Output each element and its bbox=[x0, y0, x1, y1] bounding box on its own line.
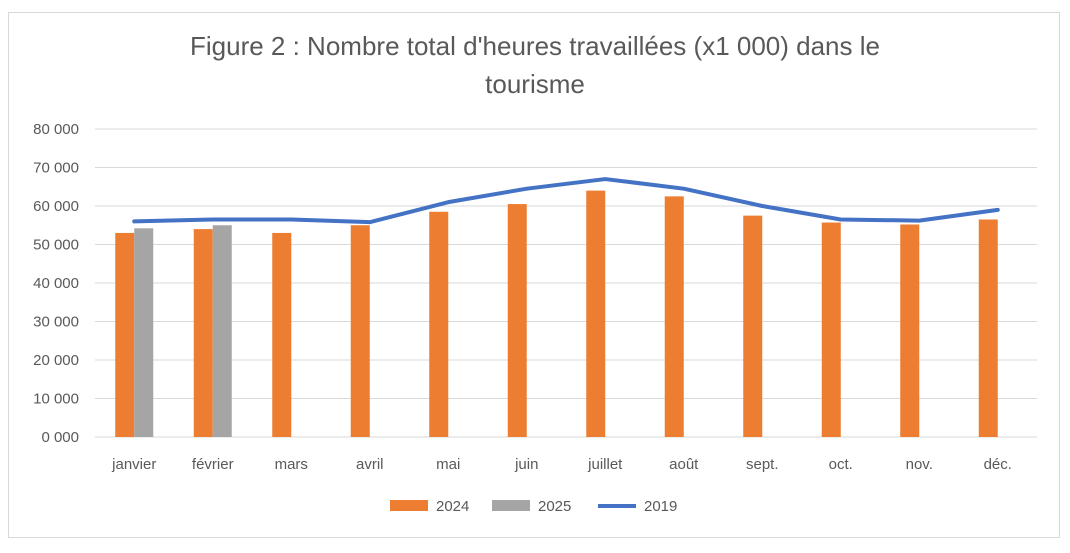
x-tick-label: mars bbox=[275, 456, 308, 473]
legend-label-2024: 2024 bbox=[436, 498, 469, 515]
x-axis-ticks: janvier février mars avril mai juin juillet aoû… bbox=[111, 456, 1012, 473]
bar-2024-février bbox=[193, 229, 213, 437]
x-tick-label: août bbox=[669, 456, 699, 473]
bar-2024-avril bbox=[350, 225, 370, 437]
x-tick-label: déc. bbox=[984, 456, 1012, 473]
y-tick-label: 20 000 bbox=[33, 352, 79, 369]
y-axis-ticks: 0 000 10 000 20 000 30 000 40 000 50 000 60 00… bbox=[33, 121, 79, 446]
x-tick-label: nov. bbox=[906, 456, 933, 473]
gridlines bbox=[95, 128, 1037, 438]
legend-label-2025: 2025 bbox=[538, 498, 571, 515]
y-tick-label: 50 000 bbox=[33, 237, 79, 254]
bar-2025-janvier bbox=[134, 228, 154, 437]
bar-2024-janvier bbox=[115, 232, 135, 437]
legend: 2024 2025 2019 bbox=[390, 498, 677, 515]
y-tick-label: 30 000 bbox=[33, 314, 79, 331]
chart-title-line-1: Figure 2 : Nombre total d'heures travail… bbox=[190, 31, 880, 61]
bar-2025-février bbox=[212, 225, 232, 437]
x-tick-label: avril bbox=[356, 456, 384, 473]
bar-2024-mars bbox=[272, 232, 292, 437]
x-tick-label: juin bbox=[514, 456, 538, 473]
x-tick-label: oct. bbox=[829, 456, 853, 473]
legend-label-2019: 2019 bbox=[644, 498, 677, 515]
x-tick-label: juillet bbox=[587, 456, 623, 473]
bar-2024-juillet bbox=[586, 190, 606, 437]
bar-2024-déc. bbox=[978, 219, 998, 437]
chart-frame bbox=[8, 12, 1060, 538]
bar-2024-mai bbox=[429, 211, 449, 437]
bar-2024-sept. bbox=[743, 215, 763, 437]
x-tick-label: mai bbox=[436, 456, 460, 473]
y-tick-label: 60 000 bbox=[33, 198, 79, 215]
x-tick-label: janvier bbox=[111, 456, 156, 473]
y-tick-label: 10 000 bbox=[33, 391, 79, 408]
line-series bbox=[132, 177, 1000, 225]
bar-2024-juin bbox=[507, 204, 527, 437]
x-tick-label: sept. bbox=[746, 456, 779, 473]
legend-swatch-2024 bbox=[390, 500, 428, 511]
bars bbox=[115, 190, 998, 437]
bar-2024-oct. bbox=[821, 222, 841, 437]
y-tick-label: 80 000 bbox=[33, 121, 79, 138]
chart-title-line-2: tourisme bbox=[485, 69, 585, 99]
bar-2024-août bbox=[664, 196, 684, 437]
x-tick-label: février bbox=[192, 456, 234, 473]
line-2019 bbox=[132, 177, 1000, 225]
y-tick-label: 40 000 bbox=[33, 275, 79, 292]
y-tick-label: 0 000 bbox=[41, 429, 79, 446]
bar-2024-nov. bbox=[900, 224, 920, 437]
legend-swatch-2025 bbox=[492, 500, 530, 511]
y-tick-label: 70 000 bbox=[33, 160, 79, 177]
